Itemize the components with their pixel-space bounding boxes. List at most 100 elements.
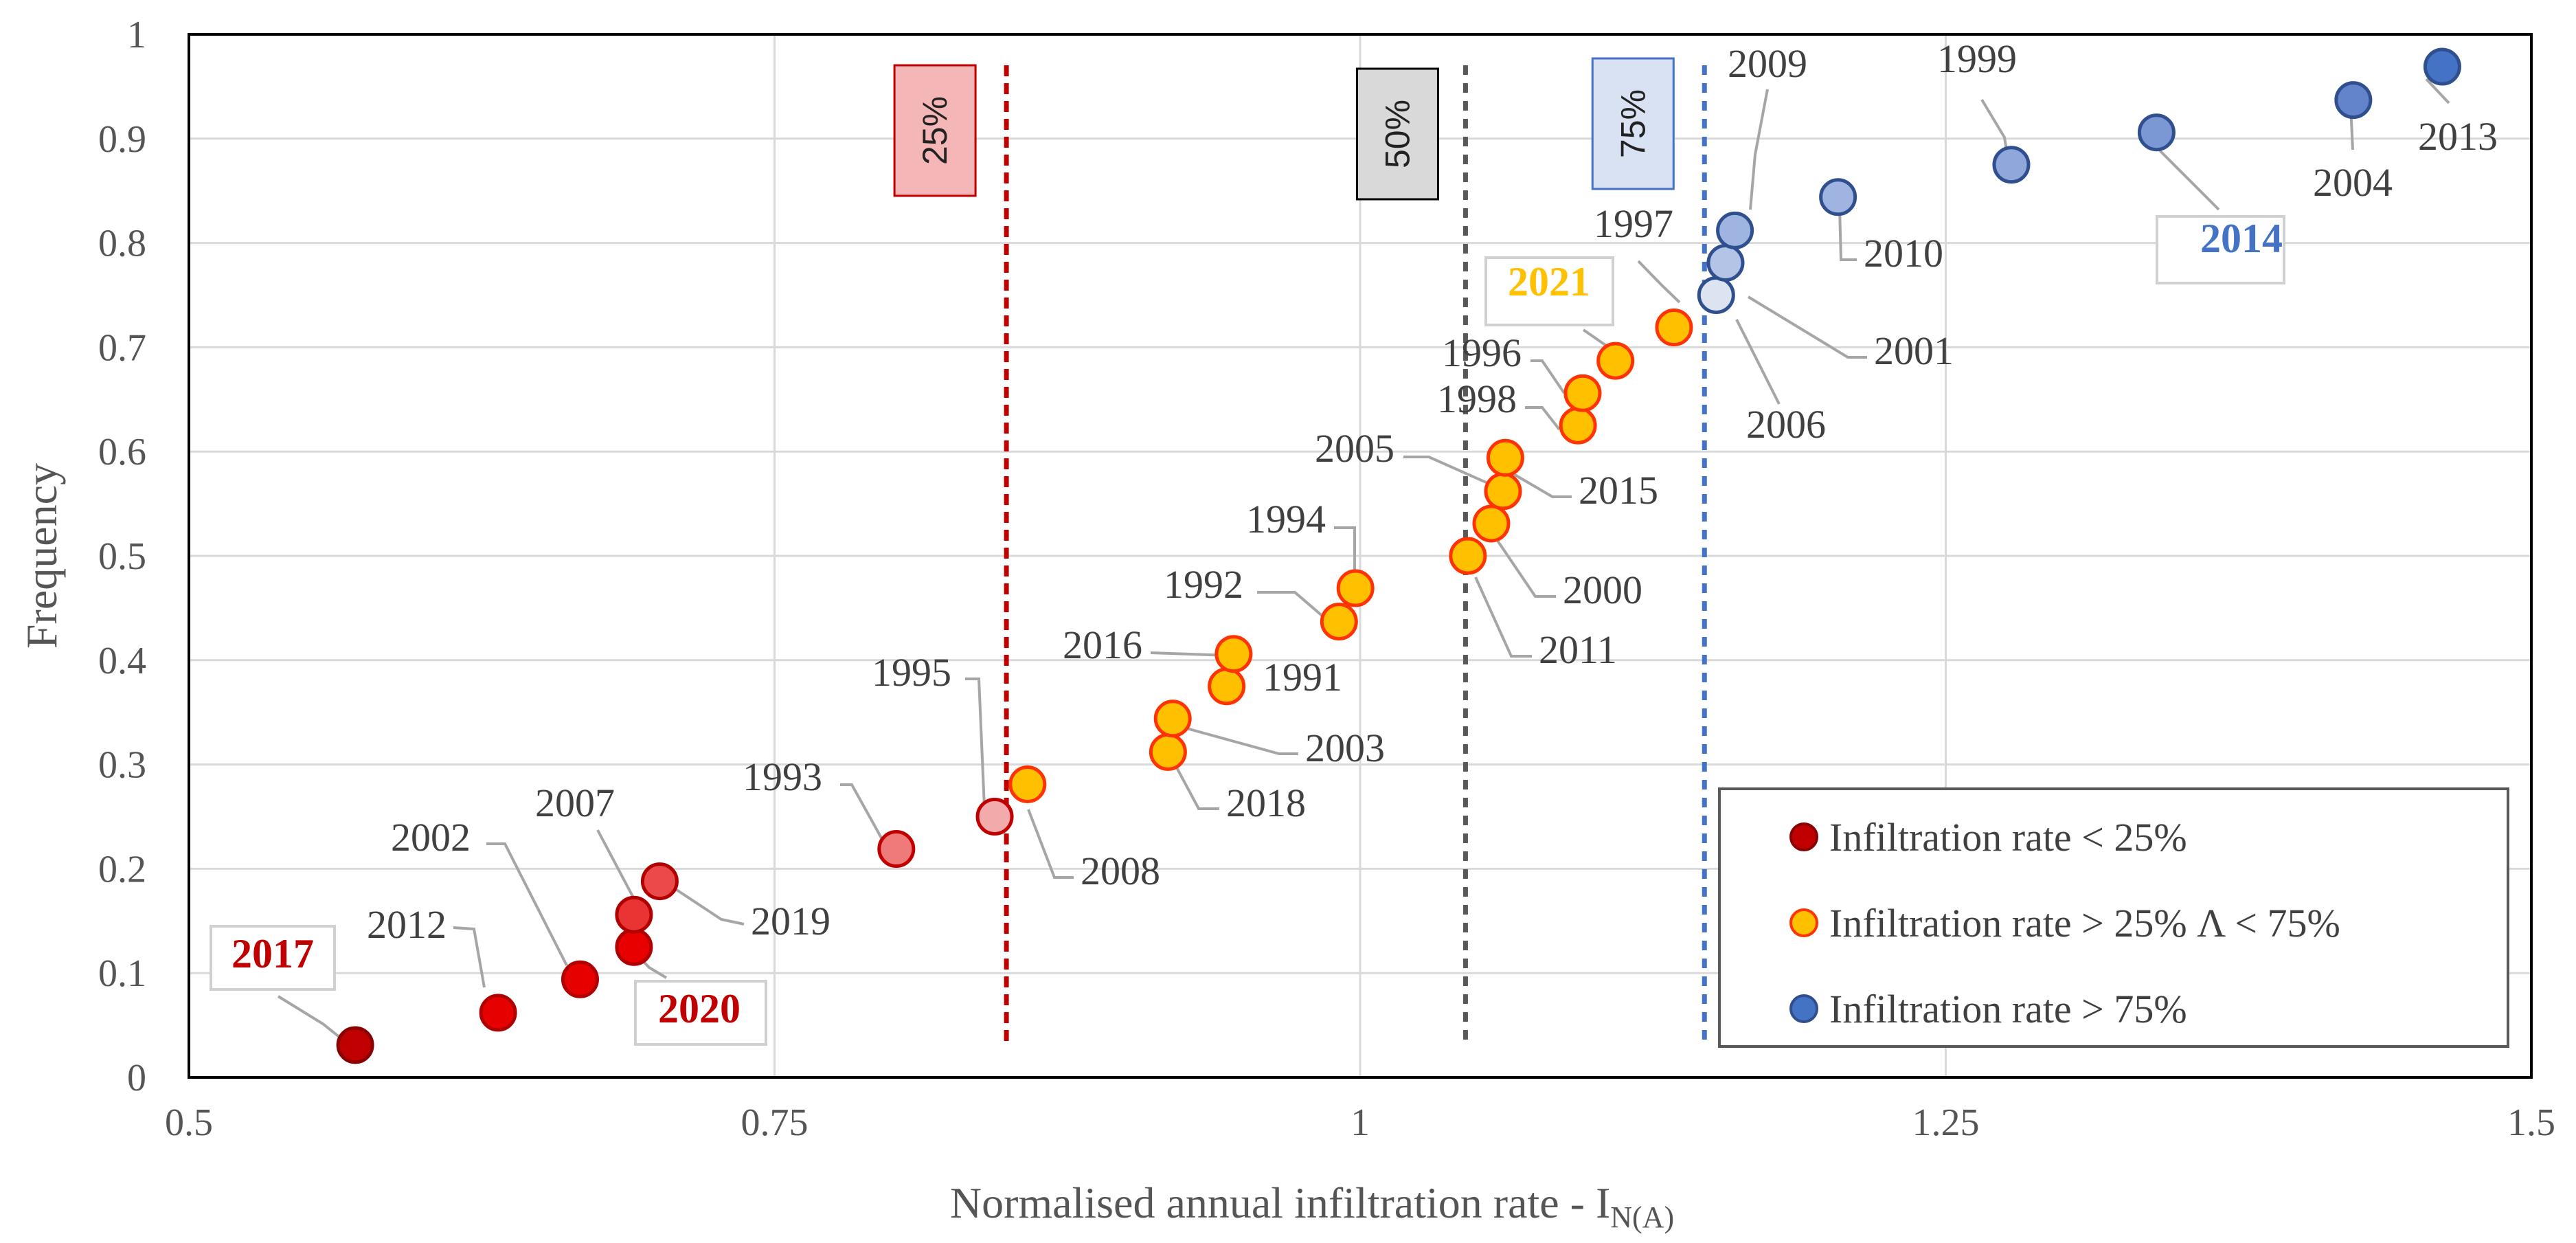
label-box-2021 <box>1484 256 1614 326</box>
point-2020 <box>615 928 653 966</box>
point-2019 <box>640 862 679 901</box>
legend-marker-2 <box>1789 908 1818 937</box>
point-1992 <box>1320 603 1358 641</box>
threshold-label: 50% <box>1378 100 1416 168</box>
label-1995: 1995 <box>872 650 951 695</box>
x-tick-label: 1 <box>1351 1101 1370 1144</box>
leader-line-2014 <box>2152 143 2220 211</box>
leader-line-2010 <box>1838 207 1857 261</box>
threshold-layer: 25% 50% 75% <box>893 57 1707 1048</box>
label-1996: 1996 <box>1442 331 1522 375</box>
label-2021: 2021 <box>1508 259 1590 304</box>
label-2000: 2000 <box>1563 568 1642 612</box>
axis-layer: 0 0.1 0.2 0.3 0.4 0.5 0.6 0.7 0.8 0.9 1 0.5 0.75 1 1.2… <box>17 14 2555 1234</box>
legend-label-1: Infiltration rate < 25% <box>1829 815 2187 860</box>
leader-line-2002 <box>486 842 568 966</box>
label-1991: 1991 <box>1263 655 1342 699</box>
leader-line-2019 <box>675 888 745 926</box>
leader-line-2018 <box>1171 759 1219 810</box>
label-2018: 2018 <box>1226 781 1306 825</box>
label-1997: 1997 <box>1594 201 1673 246</box>
y-tick-label: 0.6 <box>98 431 146 473</box>
point-2006 <box>1697 276 1735 314</box>
leader-line-2000 <box>1491 531 1556 598</box>
leader-line-1994 <box>1334 526 1356 587</box>
label-2003: 2003 <box>1305 726 1385 770</box>
y-tick-label: 0.9 <box>98 118 146 161</box>
leader-line-2005 <box>1403 456 1491 486</box>
point-2001 <box>1706 243 1745 282</box>
y-axis-title: Frequency <box>17 463 66 649</box>
y-tick-label: 0.2 <box>98 848 146 891</box>
label-2016: 2016 <box>1063 623 1142 667</box>
point-2009 <box>1716 211 1754 249</box>
label-2004: 2004 <box>2313 160 2393 205</box>
point-2017 <box>336 1026 374 1064</box>
threshold-label: 25% <box>916 96 954 165</box>
y-tick-label: 0.3 <box>98 744 146 787</box>
leader-line-1999 <box>1980 98 2009 155</box>
label-2017: 2017 <box>231 931 314 976</box>
label-2010: 2010 <box>1864 231 1943 276</box>
label-2020: 2020 <box>658 986 741 1031</box>
point-2018 <box>1149 732 1187 771</box>
leader-line-2008 <box>1027 809 1074 879</box>
label-2019: 2019 <box>751 899 831 943</box>
label-2005: 2005 <box>1315 426 1394 471</box>
label-layer: 2017 2012 2002 2020 2007 2019 1993 1995 2008 2018… <box>210 36 2498 1046</box>
point-1991 <box>1208 667 1246 706</box>
point-2005 <box>1484 472 1522 511</box>
x-tick-label: 1.5 <box>2507 1101 2555 1144</box>
label-2002: 2002 <box>391 815 471 860</box>
label-2011: 2011 <box>1539 627 1617 672</box>
leader-line-2012 <box>453 926 486 988</box>
label-2014: 2014 <box>2200 216 2283 261</box>
legend-marker-3 <box>1789 994 1818 1023</box>
y-tick-label: 0.8 <box>98 223 146 265</box>
x-tick-label: 0.5 <box>165 1101 213 1144</box>
x-tick-label: 0.75 <box>741 1101 809 1144</box>
threshold-label-box <box>1591 57 1675 190</box>
point-2008 <box>1008 765 1047 803</box>
y-tick-label: 0.7 <box>98 326 146 369</box>
point-layer <box>336 47 2461 1064</box>
leader-line-2013 <box>2425 78 2450 104</box>
point-1996 <box>1563 374 1602 412</box>
leader-line-1997 <box>1637 260 1681 304</box>
point-1999 <box>1992 146 2031 184</box>
point-2010 <box>1819 178 1857 216</box>
leader-line-2006 <box>1735 319 1781 405</box>
label-1993: 1993 <box>743 754 822 799</box>
label-2012: 2012 <box>367 902 447 947</box>
leader-line-2007 <box>596 829 637 902</box>
point-2004 <box>2334 81 2373 120</box>
label-2009: 2009 <box>1728 41 1807 86</box>
y-tick-label: 1 <box>127 14 146 56</box>
label-2001: 2001 <box>1874 328 1954 373</box>
point-1998 <box>1559 406 1597 445</box>
x-tick-label: 1.25 <box>1912 1101 1980 1144</box>
point-2003 <box>1153 699 1192 738</box>
point-1997 <box>1655 309 1693 347</box>
leader-line-2011 <box>1474 576 1532 658</box>
point-2012 <box>479 994 517 1032</box>
point-2016 <box>1214 635 1253 673</box>
threshold-label: 75% <box>1614 89 1652 158</box>
label-box-2020 <box>634 980 767 1046</box>
label-2007: 2007 <box>535 781 615 825</box>
y-tick-label: 0 <box>127 1057 146 1099</box>
label-2015: 2015 <box>1579 468 1658 513</box>
y-tick-label: 0.4 <box>98 640 146 682</box>
label-2013: 2013 <box>2418 114 2498 159</box>
leader-line-1996 <box>1530 359 1566 394</box>
point-2002 <box>561 960 599 998</box>
legend-label-2: Infiltration rate > 25% Λ < 75% <box>1829 901 2340 945</box>
label-2006: 2006 <box>1746 402 1826 447</box>
threshold-label-box <box>1355 67 1439 201</box>
point-2013 <box>2423 47 2461 86</box>
legend-marker-1 <box>1789 822 1818 851</box>
label-1992: 1992 <box>1164 562 1243 607</box>
x-axis-title: Normalised annual infiltration rate - IN… <box>950 1178 1674 1234</box>
leader-line-2015 <box>1506 469 1572 498</box>
